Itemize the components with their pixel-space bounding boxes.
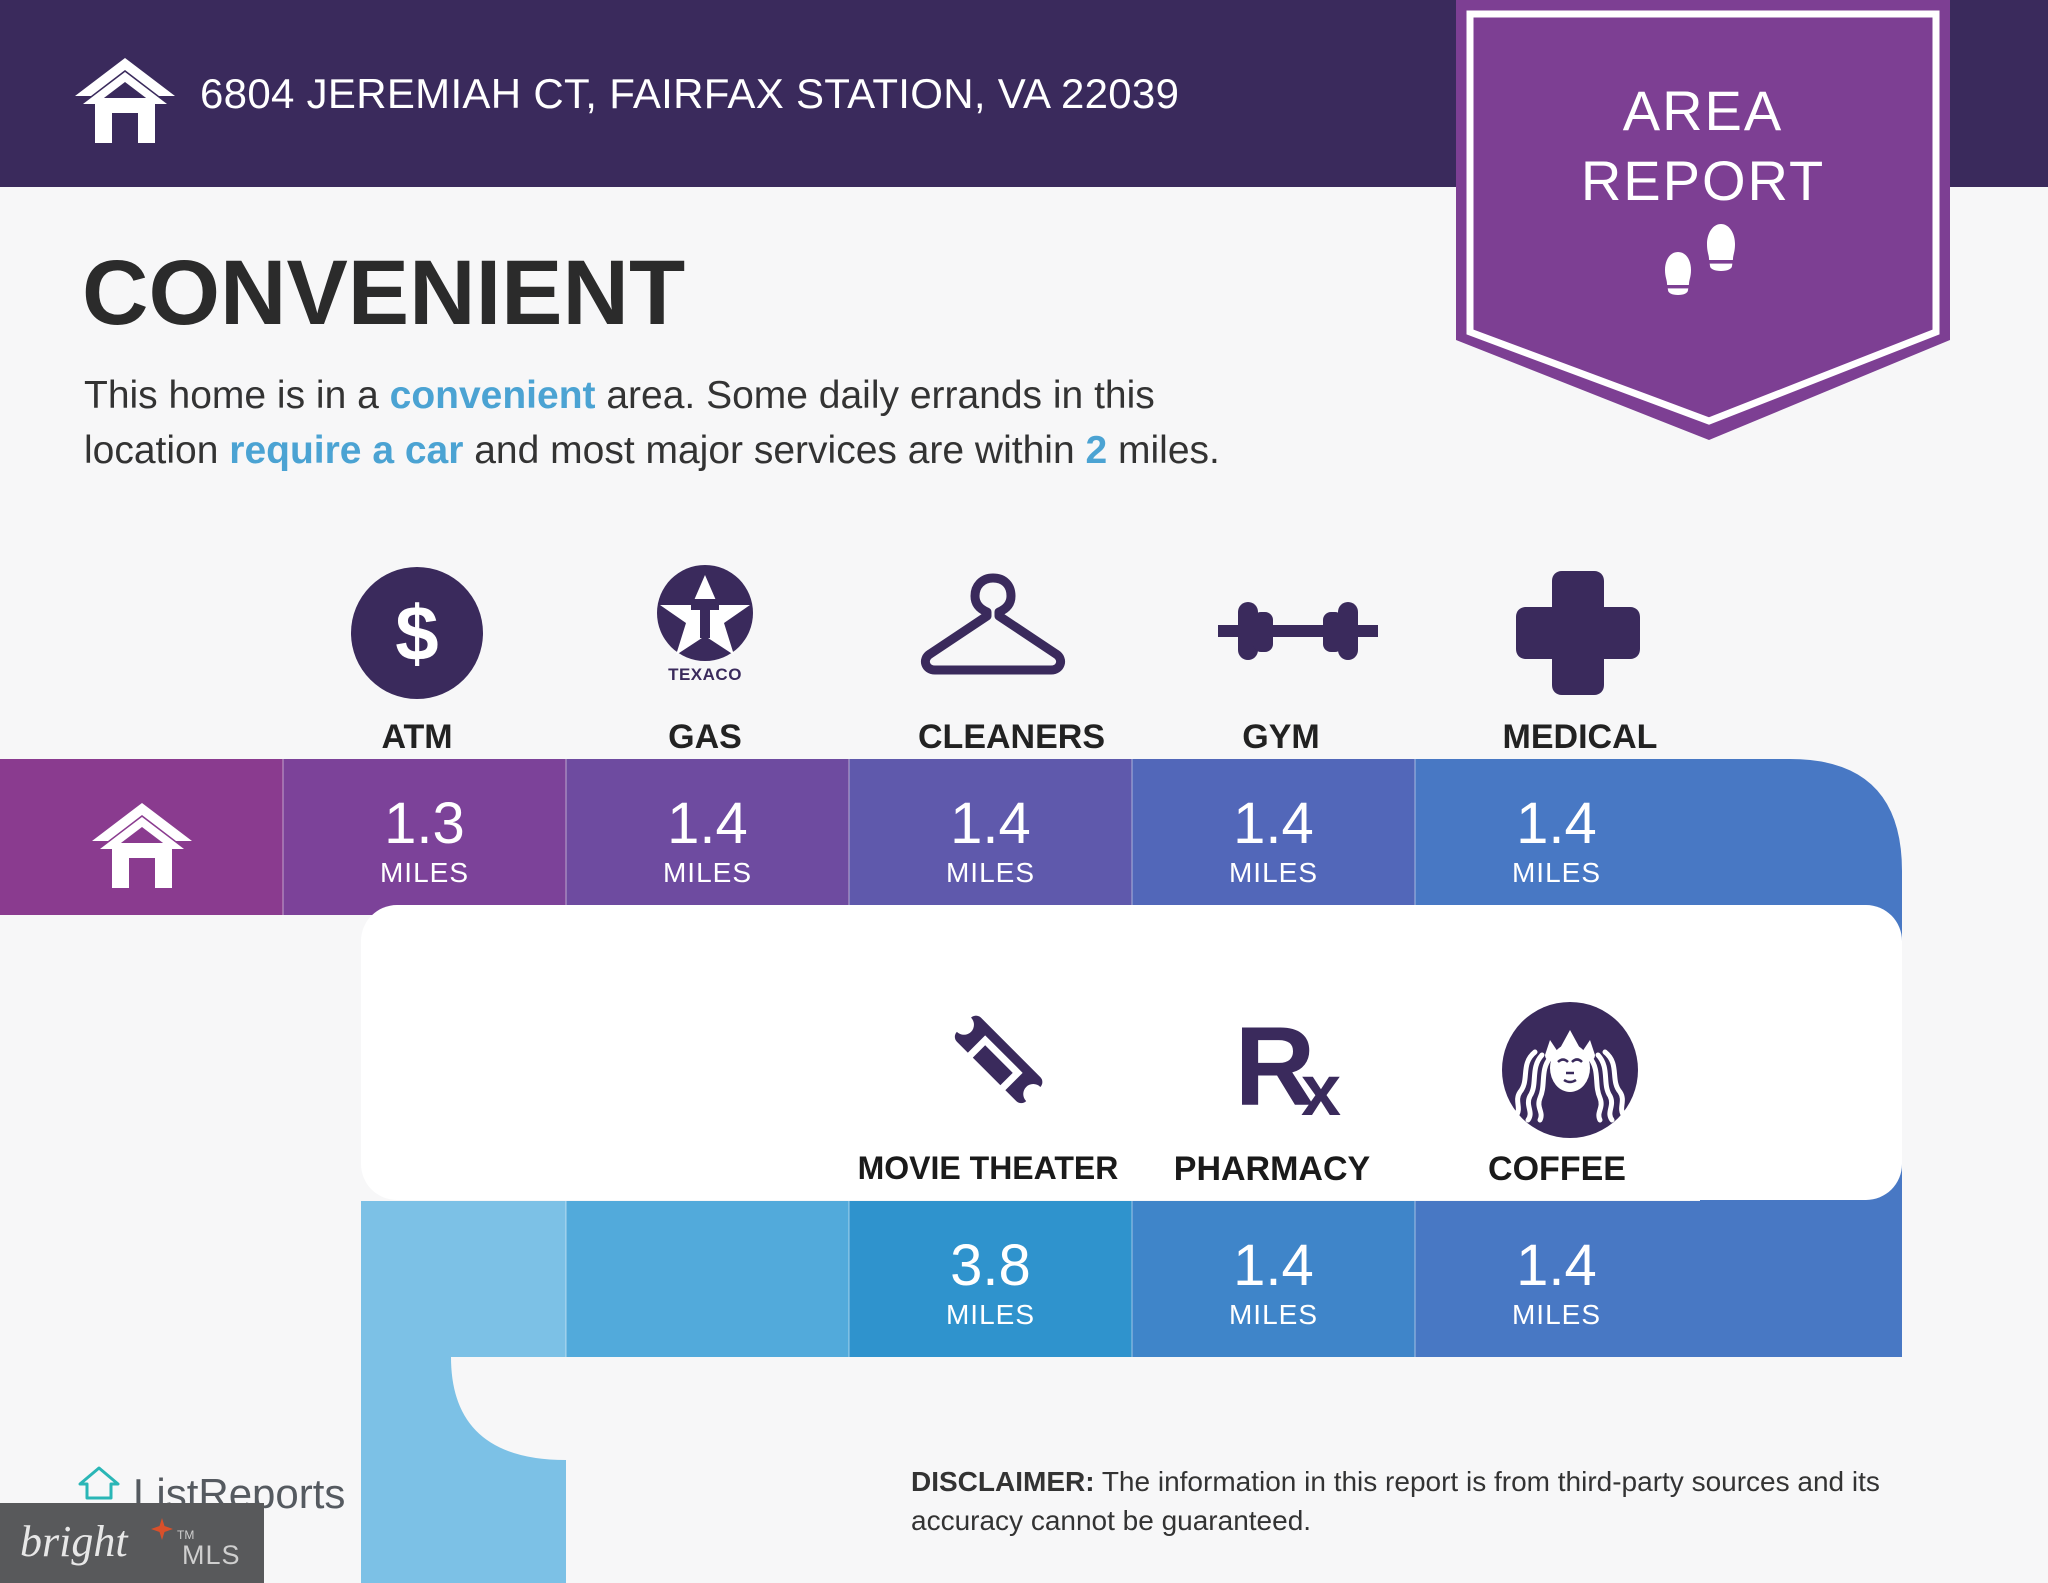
svg-text:x: x xyxy=(1301,1051,1341,1131)
